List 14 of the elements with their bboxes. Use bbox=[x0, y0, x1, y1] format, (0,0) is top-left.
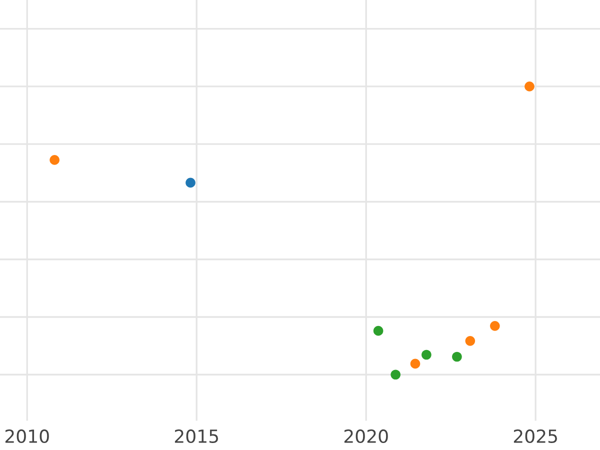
x-tick-label: 2015 bbox=[174, 429, 218, 444]
point bbox=[50, 155, 60, 165]
point bbox=[422, 350, 432, 360]
point bbox=[465, 336, 476, 346]
point bbox=[490, 321, 500, 331]
point bbox=[373, 326, 384, 336]
point bbox=[390, 370, 401, 380]
x-tick-label: 2020 bbox=[344, 429, 388, 444]
point bbox=[452, 352, 462, 362]
x-tick-label: 2025 bbox=[514, 429, 557, 444]
x-tick-label: 2010 bbox=[5, 429, 49, 444]
point bbox=[524, 82, 534, 92]
point bbox=[186, 178, 196, 188]
point bbox=[410, 358, 420, 369]
